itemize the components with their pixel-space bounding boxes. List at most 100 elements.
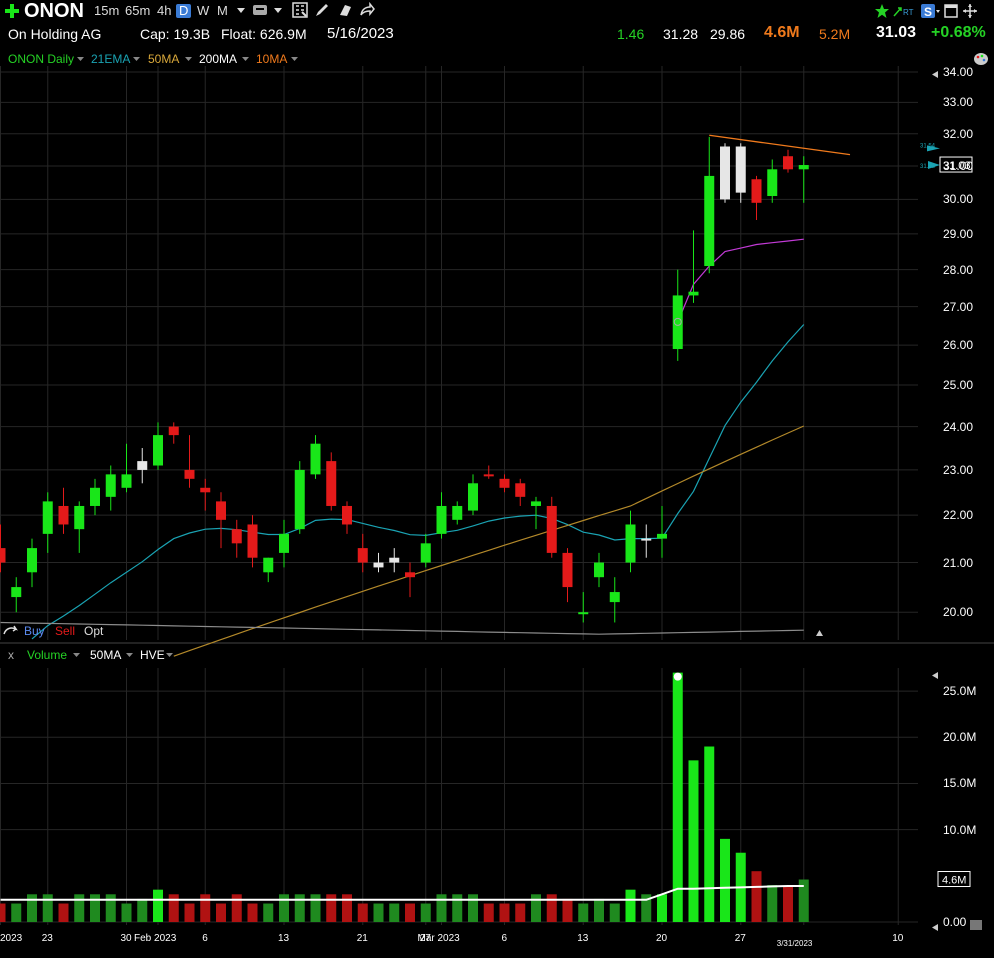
legend-10ma[interactable]: 10MA — [256, 52, 288, 66]
legend-volume[interactable]: Volume — [27, 648, 68, 662]
move-icon[interactable] — [962, 3, 978, 19]
sell-button[interactable]: Sell — [55, 624, 76, 638]
chevron-down-icon[interactable] — [133, 55, 141, 63]
axis-collapse-icon — [932, 924, 938, 931]
chevron-down-icon[interactable] — [270, 2, 286, 18]
legend-21ema[interactable]: 21EMA — [91, 52, 131, 66]
scroll-up-icon — [816, 630, 823, 636]
volume-bar — [436, 894, 447, 922]
flag-icon[interactable] — [337, 2, 353, 18]
legend-200ma[interactable]: 200MA — [199, 52, 238, 66]
volume-tick-label: 20.0M — [943, 730, 977, 745]
chevron-down-icon[interactable] — [77, 55, 85, 63]
volume-bar — [468, 894, 478, 922]
candle-body — [499, 478, 510, 488]
timeframe-4h[interactable]: 4h — [157, 3, 172, 18]
volume-bar — [168, 894, 179, 922]
candle-body — [704, 175, 715, 267]
volume-bar — [58, 903, 69, 922]
legend-volume-50ma[interactable]: 50MA — [90, 648, 122, 662]
candle-body — [342, 505, 352, 525]
candle-body — [783, 156, 793, 170]
chevron-down-icon[interactable] — [185, 55, 193, 63]
ma10-line — [677, 238, 804, 323]
price-tick-label: 29.00 — [943, 226, 974, 241]
volume-bar — [11, 903, 22, 922]
chevron-down-icon[interactable] — [242, 55, 250, 63]
scan-s-icon[interactable]: S — [921, 3, 941, 19]
legend-hve[interactable]: HVE — [140, 648, 165, 662]
timeframe-65m[interactable]: 65m — [125, 3, 151, 18]
volume-bar — [105, 894, 116, 922]
chevron-down-icon[interactable] — [291, 55, 299, 63]
chart-type-icon[interactable] — [252, 2, 268, 18]
chart-date: 5/16/2023 — [327, 25, 394, 42]
timeframe-weekly[interactable]: W — [197, 3, 210, 18]
candle-body — [436, 505, 447, 534]
legend-symbol[interactable]: ONON Daily — [8, 52, 75, 66]
star-icon[interactable] — [874, 3, 890, 19]
volume-bar — [0, 903, 6, 922]
legend-50ma[interactable]: 50MA — [148, 52, 180, 66]
chevron-down-icon[interactable] — [126, 651, 134, 659]
candle-body — [0, 548, 6, 563]
volume-bar — [342, 894, 352, 922]
price-tag-arrow — [928, 161, 940, 170]
ma50-line — [173, 425, 805, 657]
candle-body — [405, 572, 415, 578]
candle-body — [121, 474, 132, 488]
time-tick-label: 13 — [577, 933, 589, 944]
time-tick-label: 20 — [656, 933, 668, 944]
ticker-symbol[interactable]: ONON — [24, 0, 84, 22]
buy-button[interactable]: Buy — [24, 624, 45, 638]
volume-bar — [609, 903, 620, 922]
timeframe-daily[interactable]: D — [176, 4, 192, 18]
candlestick-series — [0, 136, 809, 623]
trade-arrows-icon[interactable] — [2, 625, 20, 637]
chevron-down-icon[interactable] — [166, 651, 174, 659]
volume-bar — [562, 898, 573, 922]
close-volume-pane-button[interactable]: x — [8, 648, 14, 662]
share-arrow-icon[interactable] — [359, 2, 375, 18]
candle-body — [137, 461, 148, 470]
add-symbol-icon[interactable] — [4, 3, 20, 19]
volume-bar — [247, 903, 258, 922]
volume-bar — [279, 894, 289, 922]
time-tick-label: 27 — [419, 933, 431, 944]
candle-body — [310, 443, 321, 475]
candle-body — [27, 548, 37, 573]
volume-bar — [200, 894, 211, 922]
candle-body — [767, 169, 778, 197]
chevron-down-icon[interactable] — [73, 651, 81, 659]
volume-tick-label: 25.0M — [943, 684, 977, 699]
price-tick-label: 25.00 — [943, 378, 974, 393]
volume-bar — [27, 894, 37, 922]
window-icon[interactable] — [943, 3, 959, 19]
volume-bar — [720, 838, 730, 922]
volume-bar — [798, 879, 809, 922]
candle-body — [594, 562, 604, 578]
trendline — [709, 134, 851, 156]
options-button[interactable]: Opt — [84, 624, 104, 638]
volume-bar — [688, 760, 699, 922]
palette-icon[interactable] — [973, 52, 989, 66]
ma200-line — [0, 621, 804, 635]
indicators-icon[interactable] — [292, 2, 308, 18]
candle-body — [200, 487, 211, 493]
draw-pencil-icon[interactable] — [314, 2, 330, 18]
percent-change: +0.68% — [931, 24, 986, 41]
time-tick-label: 2023 — [0, 933, 23, 944]
last-price-tag — [939, 156, 973, 173]
time-tick-label: 10 — [892, 933, 904, 944]
price-tick-label: 28.00 — [943, 262, 974, 277]
chevron-down-icon[interactable] — [233, 2, 249, 18]
timeframe-monthly[interactable]: M — [217, 3, 228, 18]
realtime-icon[interactable]: RT — [893, 3, 919, 19]
candle-body — [735, 146, 746, 193]
timeframe-15m[interactable]: 15m — [94, 3, 120, 18]
candle-body — [609, 592, 620, 603]
price-tag-arrow — [927, 145, 940, 152]
time-tick-label: 3/31/2023 — [776, 939, 813, 948]
axis-collapse-icon — [932, 672, 938, 679]
